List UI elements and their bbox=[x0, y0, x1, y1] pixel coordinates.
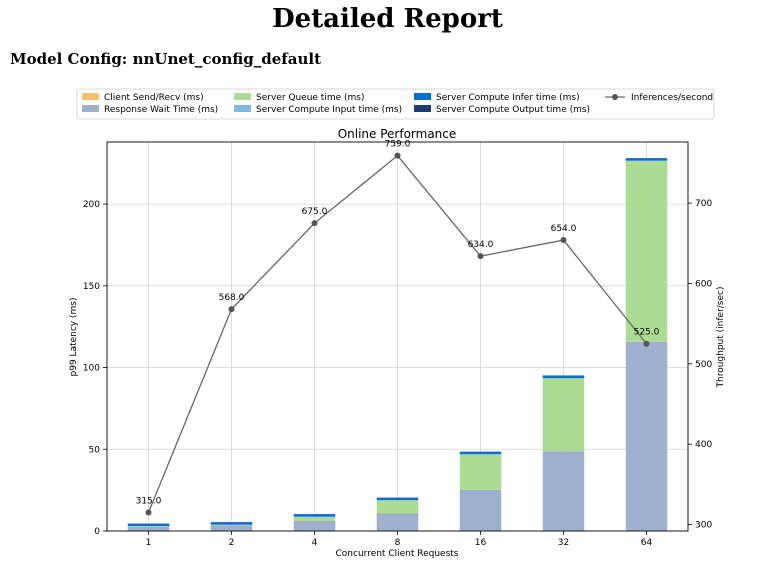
y2-tick-label: 600 bbox=[695, 279, 712, 289]
bar-segment bbox=[542, 375, 585, 379]
chart-title: Online Performance bbox=[338, 127, 457, 141]
y2-tick-label: 300 bbox=[695, 521, 712, 531]
model-config-heading: Model Config: nnUnet_config_default bbox=[10, 50, 322, 68]
x-tick-label: 2 bbox=[229, 538, 235, 548]
x-tick-label: 8 bbox=[395, 538, 401, 548]
chart-legend: Client Send/Recv (ms) Response Wait Time … bbox=[76, 88, 715, 120]
throughput-point bbox=[477, 253, 484, 260]
y2-axis-label: Throughput (infer/sec) bbox=[716, 287, 726, 389]
throughput-point bbox=[394, 152, 401, 159]
throughput-data-label: 654.0 bbox=[551, 224, 577, 234]
legend-label: Server Compute Infer time (ms) bbox=[436, 93, 580, 103]
throughput-point bbox=[228, 306, 235, 313]
throughput-point bbox=[145, 509, 152, 516]
bar-segment bbox=[376, 500, 419, 514]
x-tick-label: 4 bbox=[312, 538, 318, 548]
legend-swatch bbox=[414, 93, 431, 100]
bar-segment bbox=[210, 522, 253, 525]
legend-label: Server Queue time (ms) bbox=[256, 93, 364, 103]
x-axis-label: Concurrent Client Requests bbox=[336, 549, 459, 559]
bar-segment bbox=[625, 158, 668, 161]
legend-label: Server Compute Output time (ms) bbox=[436, 105, 590, 115]
bar-segment bbox=[376, 497, 419, 501]
throughput-data-label: 525.0 bbox=[634, 328, 660, 338]
y-tick-label: 50 bbox=[89, 445, 101, 455]
y-tick-label: 200 bbox=[83, 200, 100, 210]
legend-swatch bbox=[234, 105, 251, 112]
x-tick-label: 64 bbox=[641, 538, 653, 548]
legend-label: Inferences/second bbox=[631, 93, 713, 103]
bar-segment bbox=[127, 523, 170, 527]
throughput-data-label: 315.0 bbox=[136, 497, 162, 507]
bar-segment bbox=[293, 521, 336, 531]
bar-segment bbox=[293, 516, 336, 522]
y-axis-label: p99 Latency (ms) bbox=[69, 298, 79, 377]
x-tick-label: 1 bbox=[146, 538, 152, 548]
throughput-point bbox=[311, 220, 318, 227]
bar-segment bbox=[459, 489, 502, 531]
bar-segment bbox=[293, 514, 336, 517]
legend-label: Client Send/Recv (ms) bbox=[104, 93, 204, 103]
bar-segment bbox=[459, 451, 502, 455]
legend-swatch bbox=[82, 93, 99, 100]
bar-segment bbox=[376, 513, 419, 531]
legend-swatch bbox=[82, 105, 99, 112]
bar-segment bbox=[542, 378, 585, 452]
throughput-data-label: 568.0 bbox=[219, 293, 245, 303]
y-tick-label: 150 bbox=[83, 282, 100, 292]
legend-line-marker bbox=[612, 94, 618, 100]
legend-swatch bbox=[234, 93, 251, 100]
x-tick-label: 32 bbox=[558, 538, 569, 548]
y-tick-label: 0 bbox=[94, 527, 100, 537]
throughput-point bbox=[560, 237, 567, 244]
throughput-data-label: 634.0 bbox=[468, 240, 494, 250]
throughput-point bbox=[643, 340, 650, 347]
legend-label: Response Wait Time (ms) bbox=[104, 105, 218, 115]
bar-segment bbox=[459, 454, 502, 490]
bar-segment bbox=[127, 526, 170, 531]
bar-segment bbox=[542, 451, 585, 531]
bar-segment bbox=[210, 525, 253, 531]
throughput-data-label: 675.0 bbox=[302, 207, 328, 217]
y2-tick-label: 700 bbox=[695, 199, 712, 209]
legend-label: Server Compute Input time (ms) bbox=[256, 105, 402, 115]
y-tick-label: 100 bbox=[83, 364, 100, 374]
y2-tick-label: 500 bbox=[695, 360, 712, 370]
bar-segment bbox=[625, 341, 668, 531]
throughput-data-label: 759.0 bbox=[385, 140, 411, 150]
legend-swatch bbox=[414, 105, 431, 112]
bar-segment bbox=[625, 161, 668, 342]
y2-tick-label: 400 bbox=[695, 440, 712, 450]
x-tick-label: 16 bbox=[475, 538, 487, 548]
report-title: Detailed Report bbox=[272, 4, 503, 34]
